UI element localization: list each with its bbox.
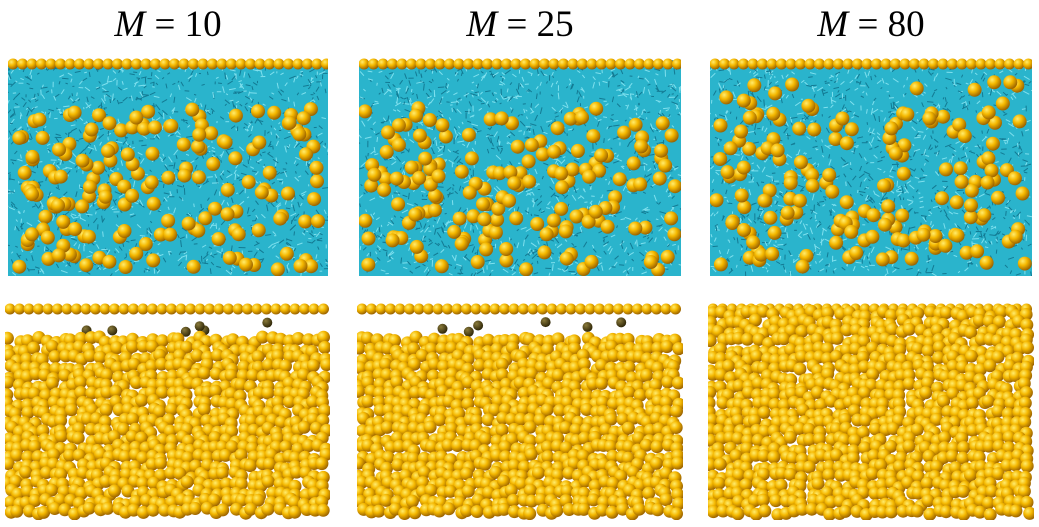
title-symbol: M xyxy=(817,4,849,45)
snapshot-with-solvent-m10 xyxy=(8,58,328,276)
snapshot-with-solvent-m80 xyxy=(710,58,1032,276)
snapshot-with-solvent-m25 xyxy=(359,58,681,276)
title-equals: = xyxy=(145,4,185,45)
column-title-2: M = 25 xyxy=(359,2,681,48)
snapshot-svg xyxy=(708,303,1034,520)
snapshot-svg xyxy=(359,58,681,276)
snapshot-particles-only-m10 xyxy=(5,300,330,520)
title-equals: = xyxy=(848,4,888,45)
snapshot-particles-only-m25 xyxy=(357,300,683,520)
snapshot-svg xyxy=(8,58,328,276)
title-symbol: M xyxy=(114,4,146,45)
snapshot-svg xyxy=(357,303,683,520)
title-equals: = xyxy=(497,4,537,45)
snapshot-svg xyxy=(5,303,330,520)
title-value: 10 xyxy=(184,4,222,45)
column-title-3: M = 80 xyxy=(710,2,1032,48)
snapshot-svg xyxy=(710,58,1032,276)
title-symbol: M xyxy=(466,4,498,45)
title-value: 25 xyxy=(536,4,574,45)
snapshot-particles-only-m80 xyxy=(708,300,1034,520)
column-title-1: M = 10 xyxy=(8,2,328,48)
title-value: 80 xyxy=(887,4,925,45)
